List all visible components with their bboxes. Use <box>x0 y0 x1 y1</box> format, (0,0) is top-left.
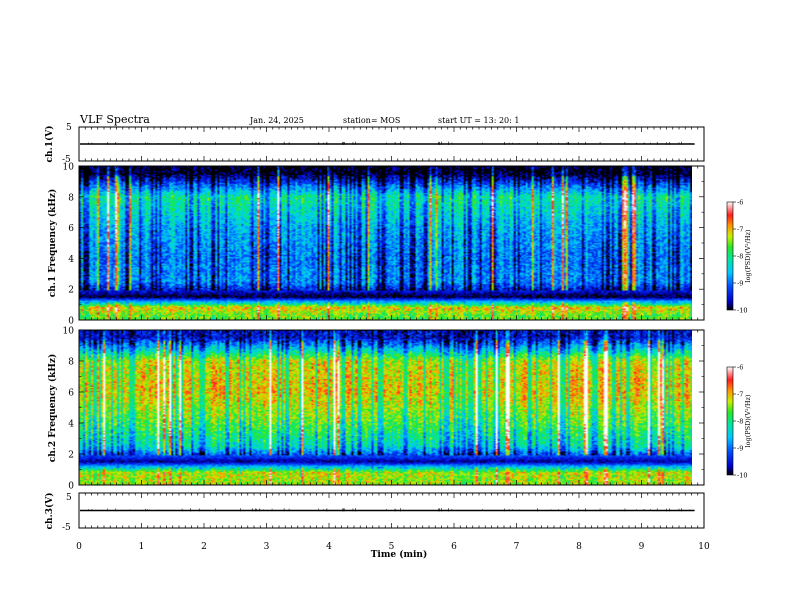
ch2-spectrogram-image <box>79 330 692 485</box>
ch3-waveform-spikes <box>88 508 691 512</box>
colorbar-tick-label: -6 <box>737 364 743 372</box>
ch1-ytick-top: 5 <box>66 123 72 133</box>
frequency-tick-label: 6 <box>68 389 74 399</box>
frequency-tick-label: 2 <box>68 286 74 296</box>
ch3-waveform-ylabel: ch.3(V) <box>44 493 55 530</box>
time-tick-label: 4 <box>326 542 332 552</box>
ch1-waveform-xticks <box>78 127 705 161</box>
ch1-spectrogram-ylabel: ch.1 Frequency (kHz) <box>47 189 58 298</box>
time-tick-label: 10 <box>698 542 710 552</box>
time-tick-label: 3 <box>264 542 270 552</box>
ch3-waveform-panel: 5 -5 ch.3(V) 0 1 2 3 4 5 6 7 8 9 10 Time (min) <box>44 492 710 560</box>
time-tick-label: 6 <box>451 542 457 552</box>
ch3-waveform-xticks <box>78 493 705 528</box>
colorbar-tick-label: -9 <box>737 445 743 453</box>
colorbar-tick-label: -7 <box>737 226 743 234</box>
time-axis-label: Time (min) <box>371 549 428 560</box>
time-tick-label: 8 <box>576 542 582 552</box>
ch2-spectrogram-ylabel: ch.2 Frequency (kHz) <box>47 354 58 463</box>
time-tick-label: 2 <box>201 542 207 552</box>
time-axis-tick-labels: 0 1 2 3 4 5 6 7 8 9 10 <box>76 542 710 552</box>
ch1-spectrogram-xticks <box>78 166 705 320</box>
frequency-tick-label: 8 <box>68 193 74 203</box>
ch2-colorbar-ticks: -6 -7 -8 -9 -10 <box>733 364 747 480</box>
date-label: Jan. 24, 2025 <box>249 116 304 125</box>
frequency-tick-label: 10 <box>63 163 75 173</box>
ch1-spectrogram-panel: 0 2 4 6 8 10 ch.1 Frequency (kHz) -6 -7 -8 -9 -10… <box>47 163 752 327</box>
time-tick-label: 0 <box>76 542 82 552</box>
colorbar-tick-label: -9 <box>737 280 743 288</box>
time-tick-label: 7 <box>514 542 520 552</box>
frequency-tick-label: 2 <box>68 451 74 461</box>
frequency-tick-label: 0 <box>68 317 74 327</box>
start-time-label: start UT = 13: 20: 1 <box>438 116 519 125</box>
ch1-spectrogram-image <box>79 166 692 320</box>
colorbar-tick-label: -10 <box>737 472 747 480</box>
ch1-ytick-bottom: -5 <box>62 155 71 165</box>
time-tick-label: 1 <box>139 542 145 552</box>
ch1-waveform-ylabel: ch.1(V) <box>44 126 55 163</box>
ch2-colorbar-label: log(PSD)(V²/Hz) <box>744 394 752 447</box>
frequency-tick-label: 6 <box>68 224 74 234</box>
colorbar-tick-label: -8 <box>737 253 743 261</box>
ch1-waveform-panel: 5 -5 ch.1(V) <box>44 123 705 165</box>
ch2-colorbar <box>726 366 734 476</box>
ch2-spectrogram-yticks: 0 2 4 6 8 10 <box>63 327 704 492</box>
ch3-ytick-bottom: -5 <box>62 523 71 533</box>
frequency-tick-label: 8 <box>68 358 74 368</box>
colorbar-tick-label: -7 <box>737 391 743 399</box>
frequency-tick-label: 4 <box>68 420 74 430</box>
ch1-spectrogram-yticks: 0 2 4 6 8 10 <box>63 163 704 327</box>
time-tick-label: 5 <box>389 542 395 552</box>
ch2-spectrogram-panel: 0 2 4 6 8 10 ch.2 Frequency (kHz) -6 -7 -8 -9 -10… <box>47 327 752 492</box>
frequency-tick-label: 10 <box>63 327 75 337</box>
colorbar-tick-label: -8 <box>737 418 743 426</box>
ch3-ytick-top: 5 <box>66 493 72 503</box>
ch2-spectrogram-xticks <box>78 330 705 485</box>
frequency-tick-label: 0 <box>68 482 74 492</box>
frequency-tick-label: 4 <box>68 255 74 265</box>
ch1-colorbar <box>726 201 734 311</box>
ch1-waveform-spikes <box>88 141 691 145</box>
colorbar-tick-label: -10 <box>737 307 747 315</box>
time-tick-label: 9 <box>639 542 645 552</box>
figure-title: VLF Spectra <box>79 113 150 126</box>
station-label: station= MOS <box>343 116 400 125</box>
colorbar-tick-label: -6 <box>737 199 743 207</box>
ch1-colorbar-label: log(PSD)(V²/Hz) <box>744 229 752 282</box>
ch1-colorbar-ticks: -6 -7 -8 -9 -10 <box>733 199 747 315</box>
